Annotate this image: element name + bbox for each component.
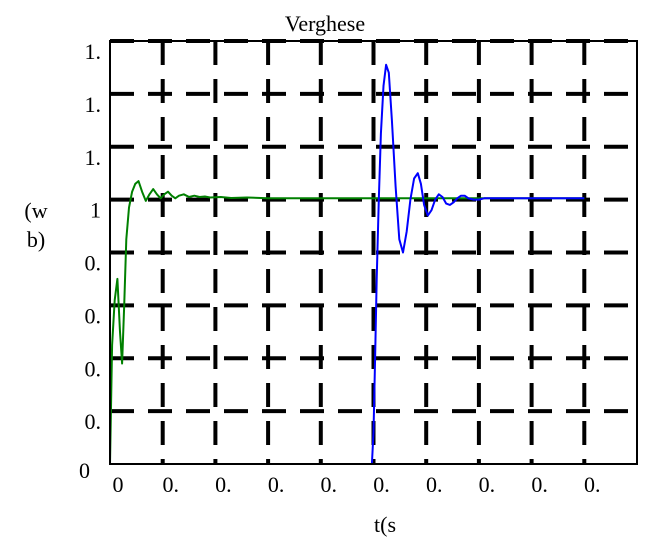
x-tick-label-8: 0. bbox=[531, 472, 548, 497]
y-axis-label-line-1: (w bbox=[24, 198, 47, 223]
y-tick-label-6: 1. bbox=[85, 145, 102, 170]
y-tick-label-3: 0. bbox=[85, 303, 102, 328]
y-axis-label-line-2: b) bbox=[27, 227, 45, 252]
tick-labels: 0 0. 0. 0. 0. 0. 0. 0. 0. 0. 0 0. 0. 0. 0. 1 1. 1. 1. bbox=[79, 39, 601, 497]
x-axis-label: t(s bbox=[374, 512, 396, 537]
chart-title: Verghese bbox=[285, 11, 365, 36]
x-tick-label-9: 0. bbox=[584, 472, 601, 497]
y-tick-label-2: 0. bbox=[85, 356, 102, 381]
x-tick-label-7: 0. bbox=[479, 472, 496, 497]
series-layer bbox=[109, 63, 585, 465]
y-tick-label-1: 0. bbox=[85, 409, 102, 434]
x-tick-label-0: 0 bbox=[113, 472, 124, 497]
series-line-1 bbox=[110, 63, 585, 465]
x-tick-label-2: 0. bbox=[215, 472, 232, 497]
y-tick-label-4: 0. bbox=[85, 251, 102, 276]
x-tick-label-3: 0. bbox=[268, 472, 285, 497]
x-tick-label-4: 0. bbox=[321, 472, 338, 497]
y-tick-label-0: 0 bbox=[79, 458, 90, 483]
y-tick-label-7: 1. bbox=[85, 92, 102, 117]
y-tick-label-5: 1 bbox=[90, 198, 101, 223]
x-tick-label-5: 0. bbox=[373, 472, 390, 497]
plot-frame bbox=[109, 40, 638, 465]
series-line-0 bbox=[109, 180, 585, 465]
x-tick-label-6: 0. bbox=[426, 472, 443, 497]
x-tick-label-1: 0. bbox=[162, 472, 179, 497]
y-tick-label-8: 1. bbox=[85, 39, 102, 64]
